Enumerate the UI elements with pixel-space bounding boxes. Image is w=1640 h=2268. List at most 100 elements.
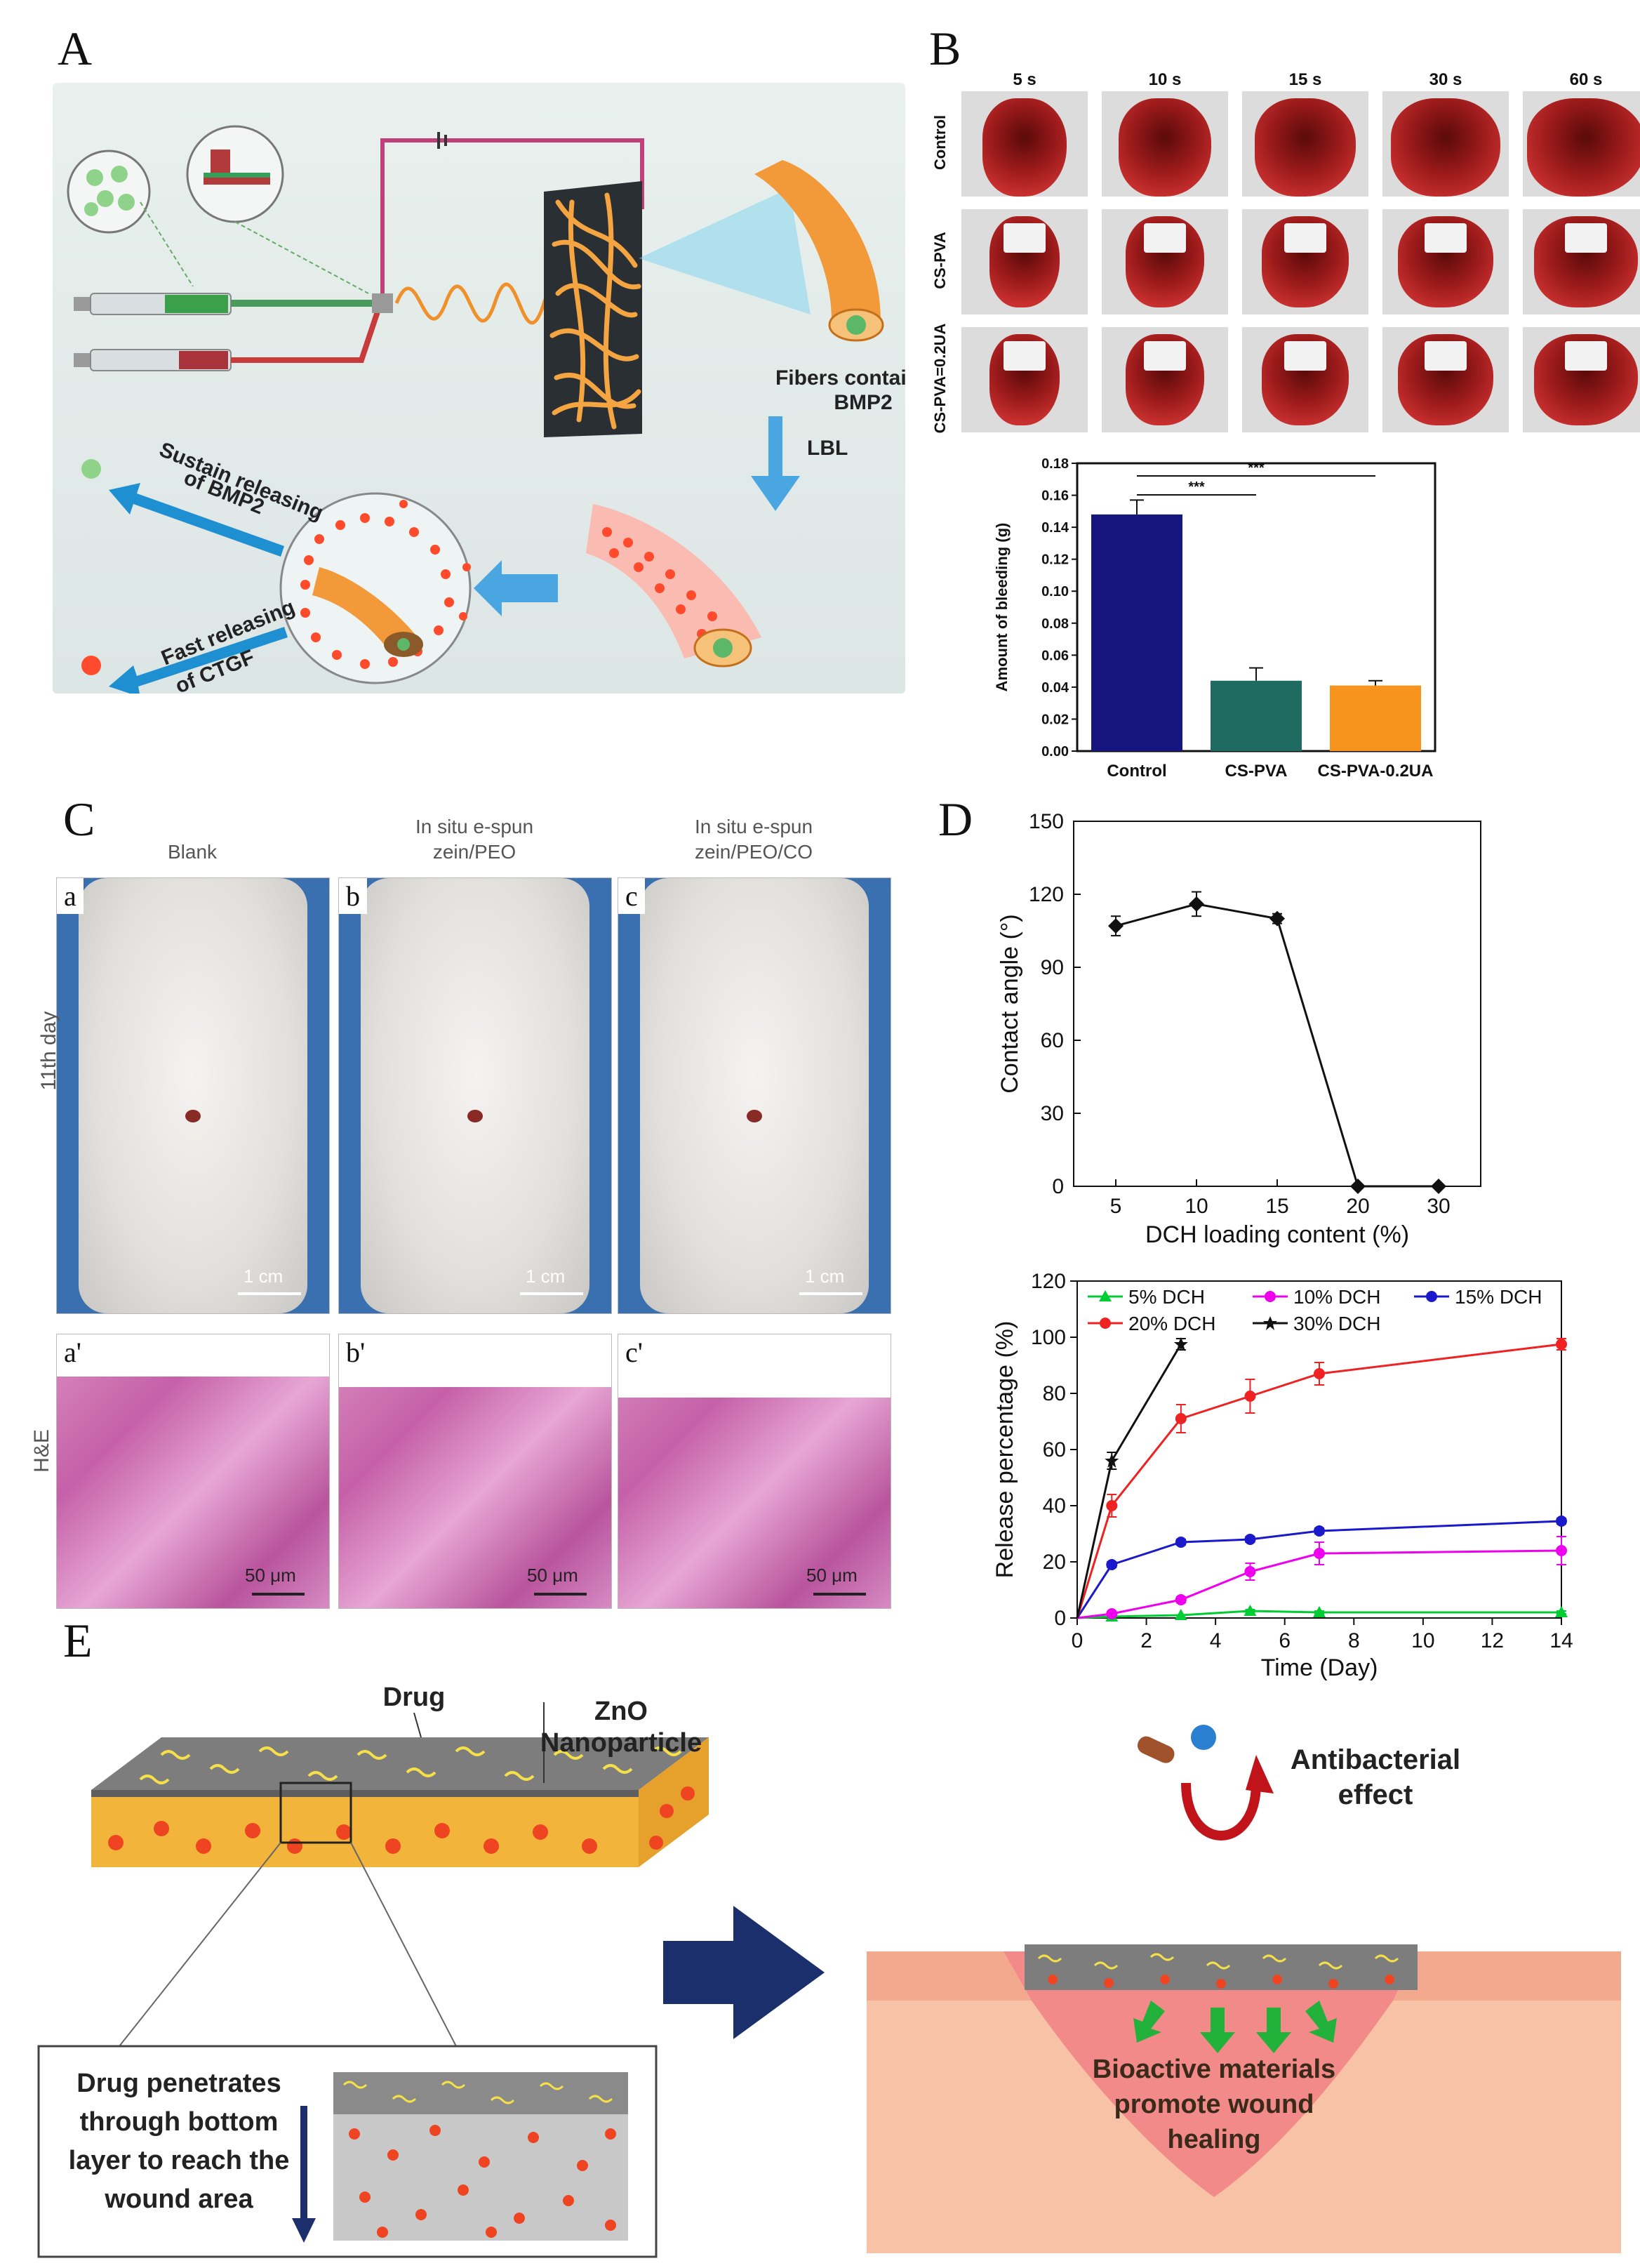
- significance-label: ***: [1188, 479, 1205, 495]
- panel-label-b: B: [929, 22, 961, 75]
- lbl-label: LBL: [807, 437, 848, 460]
- y-tick-label: 0.00: [1041, 744, 1069, 760]
- legend-label: 10% DCH: [1293, 1286, 1380, 1308]
- column-header-line2: zein/PEO: [432, 841, 516, 863]
- data-point: [1108, 918, 1124, 934]
- spinneret-icon: [372, 293, 393, 313]
- x-tick-label: 12: [1481, 1629, 1504, 1652]
- penetration-arrow-icon: [292, 2106, 316, 2243]
- syringe-top-icon: [74, 293, 378, 315]
- y-tick-label: 40: [1043, 1494, 1066, 1518]
- y-axis-label: Contact angle (°): [996, 914, 1023, 1094]
- y-tick-label: 30: [1041, 1102, 1064, 1125]
- y-tick-label: 0.10: [1041, 584, 1069, 599]
- data-point: [1244, 1566, 1256, 1577]
- panel-label-c: C: [63, 793, 95, 846]
- y-axis-label: Amount of bleeding (g): [993, 523, 1011, 692]
- panel-label-d: D: [938, 793, 973, 846]
- data-point: [1269, 910, 1285, 927]
- bar: [1330, 685, 1421, 751]
- x-axis-label: Time (Day): [1261, 1654, 1378, 1681]
- x-tick-label: 0: [1072, 1629, 1084, 1652]
- data-point: [1556, 1339, 1567, 1350]
- scale-label: 50 μm: [806, 1565, 858, 1586]
- data-point: [1313, 1606, 1326, 1617]
- legend-label: 15% DCH: [1455, 1286, 1542, 1308]
- fibers-label-line2: BMP2: [834, 391, 892, 414]
- y-tick-label: 120: [1029, 883, 1064, 906]
- legend-marker: [1099, 1290, 1112, 1301]
- y-tick-label: 0.14: [1041, 520, 1069, 536]
- data-point: [1174, 1609, 1187, 1620]
- scale-bar: [534, 1593, 587, 1596]
- bleeding-photo: [1382, 91, 1509, 197]
- data-point: [1556, 1516, 1567, 1527]
- y-tick-label: 0.12: [1041, 552, 1069, 568]
- x-tick-label: 5: [1110, 1195, 1122, 1218]
- penetrates-line2: through bottom: [80, 2107, 279, 2137]
- wound-mark: [185, 1110, 201, 1122]
- bleeding-photo: [961, 327, 1088, 432]
- bioactive-line3: healing: [1167, 2125, 1260, 2154]
- data-point: [1189, 896, 1204, 912]
- data-point: [1431, 1179, 1446, 1194]
- release-arrow-icon: [474, 560, 558, 616]
- x-tick-label: 10: [1185, 1195, 1208, 1218]
- bleeding-photo: [1523, 209, 1640, 314]
- subpanel-label: a: [57, 878, 84, 914]
- x-tick-label: 8: [1348, 1629, 1360, 1652]
- antibacterial-arrow-icon: [1181, 1782, 1261, 1841]
- subpanel-label: c': [618, 1334, 650, 1370]
- fibers-label-line1: Fibers containing: [775, 366, 905, 390]
- y-tick-label: 0.08: [1041, 616, 1069, 632]
- bar: [1211, 680, 1302, 751]
- x-tick-label: 6: [1279, 1629, 1291, 1652]
- wound-mark: [467, 1110, 483, 1122]
- column-header-line2: zein/PEO/CO: [694, 841, 813, 863]
- data-point: [1175, 1537, 1187, 1548]
- y-tick-label: 100: [1031, 1326, 1066, 1349]
- data-point: [1106, 1500, 1118, 1511]
- data-line: [1115, 903, 1439, 1188]
- data-point: [1556, 1545, 1567, 1556]
- x-tick-label: 30: [1427, 1195, 1450, 1218]
- scale-bar: [252, 1593, 305, 1596]
- x-tick-label: 15: [1265, 1195, 1288, 1218]
- y-tick-label: 120: [1031, 1270, 1066, 1293]
- panel-e: Drug ZnO Nanoparticle Drug penetrates th…: [0, 1671, 1640, 2260]
- legend-label: 20% DCH: [1128, 1313, 1215, 1334]
- y-tick-label: 60: [1043, 1438, 1066, 1461]
- sustain-arrow-icon: [109, 483, 284, 557]
- subpanel-label: c: [618, 878, 645, 914]
- electrospinning-diagram: Fibers containing BMP2 LBL: [67, 125, 951, 698]
- column-header-line2: Blank: [167, 841, 218, 863]
- bleeding-photo: [961, 209, 1088, 314]
- row-label: CS-PVA: [931, 232, 949, 289]
- bmp2-particle-icon: [81, 459, 101, 479]
- drug-layer-icon: [91, 1737, 709, 1790]
- penetrates-line1: Drug penetrates: [76, 2069, 281, 2098]
- bleeding-photo: [1382, 209, 1509, 314]
- row-label-11th-day: 11th day: [37, 1011, 60, 1091]
- he-stain-photo: 50 μm c': [618, 1334, 891, 1609]
- x-tick-label: 2: [1140, 1629, 1152, 1652]
- he-stain-photo: 50 μm b': [338, 1334, 612, 1609]
- bleeding-photo: [1242, 209, 1368, 314]
- time-label: 15 s: [1288, 70, 1322, 89]
- penetrates-line4: wound area: [104, 2184, 253, 2214]
- time-label: 60 s: [1569, 70, 1603, 89]
- column-header-line1: In situ e-spun: [694, 816, 813, 837]
- fast-arrow-icon: [109, 627, 288, 697]
- series-line: [1076, 1549, 1562, 1619]
- bleeding-photo: [961, 91, 1088, 197]
- series-line: [1076, 1344, 1182, 1619]
- antibacterial-line2: effect: [1338, 1779, 1413, 1810]
- subpanel-label: b: [339, 878, 367, 914]
- y-tick-label: 20: [1043, 1551, 1066, 1574]
- bleeding-bar-chart: 0.00 0.02 0.04 0.06 0.08 0.10 0.12 0.14 0.16 0.18…: [993, 456, 1436, 781]
- y-tick-label: 0.04: [1041, 680, 1069, 696]
- he-stain-photo: 50 μm a': [56, 1334, 330, 1609]
- y-tick-label: 0.16: [1041, 489, 1069, 504]
- scale-bar: [799, 1292, 862, 1295]
- data-point: [1314, 1368, 1325, 1379]
